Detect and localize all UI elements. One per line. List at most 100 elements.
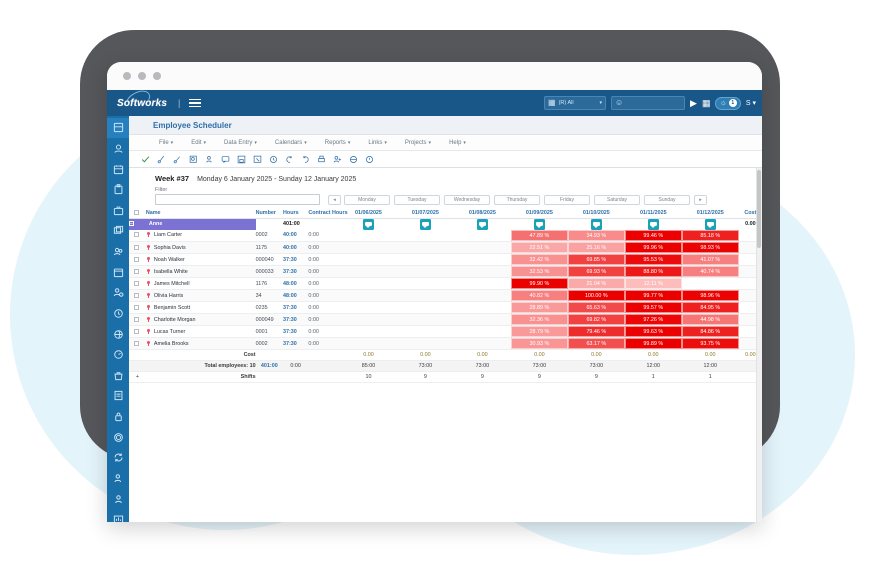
- schedule-cell[interactable]: 28.89 %: [510, 301, 568, 314]
- schedule-cell[interactable]: 28.79 %: [510, 325, 568, 338]
- schedule-cell[interactable]: 97.26 %: [624, 313, 682, 326]
- schedule-cell[interactable]: [339, 229, 397, 242]
- sidebar-item-calendar-alt[interactable]: [107, 262, 129, 282]
- comment-icon[interactable]: [590, 218, 602, 230]
- table-row[interactable]: Charlotte Morgan 000049 37:30 0:00 32.36 % 69…: [129, 313, 762, 326]
- schedule-cell[interactable]: 41.07 %: [681, 253, 739, 266]
- schedule-cell[interactable]: [453, 277, 511, 290]
- row-checkbox[interactable]: [134, 316, 139, 322]
- group-row[interactable]: − Anne 401:00: [129, 218, 762, 230]
- day-chip-tuesday[interactable]: Tuesday: [394, 195, 440, 205]
- schedule-cell[interactable]: 34.93 %: [567, 229, 625, 242]
- sidebar-item-clipboard[interactable]: [107, 180, 129, 200]
- schedule-cell[interactable]: 30.93 %: [510, 337, 568, 350]
- col-header-contract-hours[interactable]: Contract Hours: [308, 208, 348, 219]
- col-header-date-4[interactable]: 01/09/2025: [510, 208, 568, 219]
- row-select-cell[interactable]: [129, 277, 146, 290]
- sidebar-item-bag[interactable]: [107, 366, 129, 386]
- schedule-cell[interactable]: 40.82 %: [510, 289, 568, 302]
- undo-icon[interactable]: [285, 155, 294, 164]
- schedule-cell[interactable]: [453, 313, 511, 326]
- schedule-cell[interactable]: 100.00 %: [567, 289, 625, 302]
- menu-calendars[interactable]: Calendars ▾: [274, 139, 307, 146]
- vertical-scrollbar[interactable]: [756, 168, 762, 522]
- row-checkbox[interactable]: [134, 268, 139, 274]
- schedule-cell[interactable]: [453, 265, 511, 278]
- schedule-cell[interactable]: [339, 301, 397, 314]
- col-header-name[interactable]: Name: [145, 208, 256, 219]
- user-menu[interactable]: S ▾: [746, 99, 756, 108]
- view-select[interactable]: ▦ (R) All ▾: [544, 96, 607, 110]
- schedule-cell[interactable]: [396, 313, 454, 326]
- schedule-cell[interactable]: 99.46 %: [624, 229, 682, 242]
- col-header-date-7[interactable]: 01/12/2025: [681, 208, 739, 219]
- menu-edit[interactable]: Edit ▾: [191, 139, 207, 146]
- schedule-cell[interactable]: 63.17 %: [567, 337, 625, 350]
- schedule-cell[interactable]: 32.53 %: [510, 265, 568, 278]
- row-checkbox[interactable]: [134, 244, 139, 250]
- print-icon[interactable]: [317, 155, 326, 164]
- group-day-5[interactable]: [567, 218, 625, 230]
- schedule-cell[interactable]: [396, 289, 454, 302]
- schedule-cell[interactable]: 25.16 %: [567, 241, 625, 254]
- day-chip-thursday[interactable]: Thursday: [494, 195, 540, 205]
- col-header-date-3[interactable]: 01/08/2025: [453, 208, 511, 219]
- globe-icon[interactable]: [349, 155, 358, 164]
- col-header-date-1[interactable]: 01/06/2025: [339, 208, 397, 219]
- row-checkbox[interactable]: [134, 328, 139, 334]
- comment-icon[interactable]: [221, 155, 230, 164]
- row-select-cell[interactable]: [129, 325, 146, 338]
- check-icon[interactable]: [141, 155, 150, 164]
- row-select-cell[interactable]: [129, 253, 146, 266]
- schedule-cell[interactable]: [339, 337, 397, 350]
- schedule-cell[interactable]: [453, 301, 511, 314]
- app-logo[interactable]: Softworks: [117, 97, 168, 109]
- hamburger-icon[interactable]: [189, 98, 202, 108]
- schedule-cell[interactable]: [396, 301, 454, 314]
- schedule-cell[interactable]: 47.89 %: [510, 229, 568, 242]
- schedule-cell[interactable]: [339, 289, 397, 302]
- day-chip-monday[interactable]: Monday: [344, 195, 390, 205]
- schedule-cell[interactable]: 32.36 %: [510, 313, 568, 326]
- sidebar-item-employees[interactable]: [107, 139, 129, 159]
- select-all-header[interactable]: [129, 208, 146, 219]
- comment-icon[interactable]: [704, 218, 716, 230]
- schedule-cell[interactable]: [453, 325, 511, 338]
- window-minimize-dot[interactable]: [138, 72, 146, 80]
- day-chip-sunday[interactable]: Sunday: [644, 195, 690, 205]
- user-add-icon[interactable]: [333, 155, 342, 164]
- schedule-cell[interactable]: 93.75 %: [681, 337, 739, 350]
- sidebar-item-dashboard[interactable]: [107, 118, 129, 138]
- sidebar-item-time[interactable]: [107, 304, 129, 324]
- row-select-cell[interactable]: [129, 313, 146, 326]
- schedule-cell[interactable]: 99.63 %: [624, 325, 682, 338]
- schedule-cell[interactable]: 84.86 %: [681, 325, 739, 338]
- schedule-cell[interactable]: [396, 325, 454, 338]
- comment-icon[interactable]: [533, 218, 545, 230]
- row-select-cell[interactable]: [129, 337, 146, 350]
- cut-icon[interactable]: [157, 155, 166, 164]
- schedule-cell[interactable]: [453, 241, 511, 254]
- table-row[interactable]: Olivia Harris 34 48:00 0:00 40.82 % 100.00 % 9…: [129, 289, 762, 302]
- row-checkbox[interactable]: [134, 280, 139, 286]
- group-expander-cell[interactable]: −: [129, 218, 146, 230]
- table-row[interactable]: James Mitchell 1176 48:00 0:00 99.90 % 21.04 …: [129, 277, 762, 290]
- table-row[interactable]: Benjamin Scott 0235 37:30 0:00 28.89 % 65.63 …: [129, 301, 762, 314]
- schedule-cell[interactable]: 98.93 %: [681, 241, 739, 254]
- schedule-cell[interactable]: [339, 313, 397, 326]
- collapse-icon[interactable]: −: [129, 221, 134, 228]
- col-header-cost[interactable]: Cost: [738, 208, 762, 219]
- row-checkbox[interactable]: [134, 340, 139, 346]
- row-select-cell[interactable]: [129, 301, 146, 314]
- schedule-cell[interactable]: 85.18 %: [681, 229, 739, 242]
- menu-links[interactable]: Links ▾: [368, 139, 387, 146]
- col-header-date-5[interactable]: 01/10/2025: [567, 208, 625, 219]
- sidebar-item-globe[interactable]: [107, 324, 129, 344]
- redo-icon[interactable]: [301, 155, 310, 164]
- schedule-cell[interactable]: 40.74 %: [681, 265, 739, 278]
- group-day-6[interactable]: [624, 218, 682, 230]
- schedule-cell[interactable]: [396, 229, 454, 242]
- sidebar-item-settings[interactable]: [107, 427, 129, 447]
- schedule-cell[interactable]: 22.51 %: [510, 241, 568, 254]
- sidebar-item-user-badge[interactable]: [107, 489, 129, 509]
